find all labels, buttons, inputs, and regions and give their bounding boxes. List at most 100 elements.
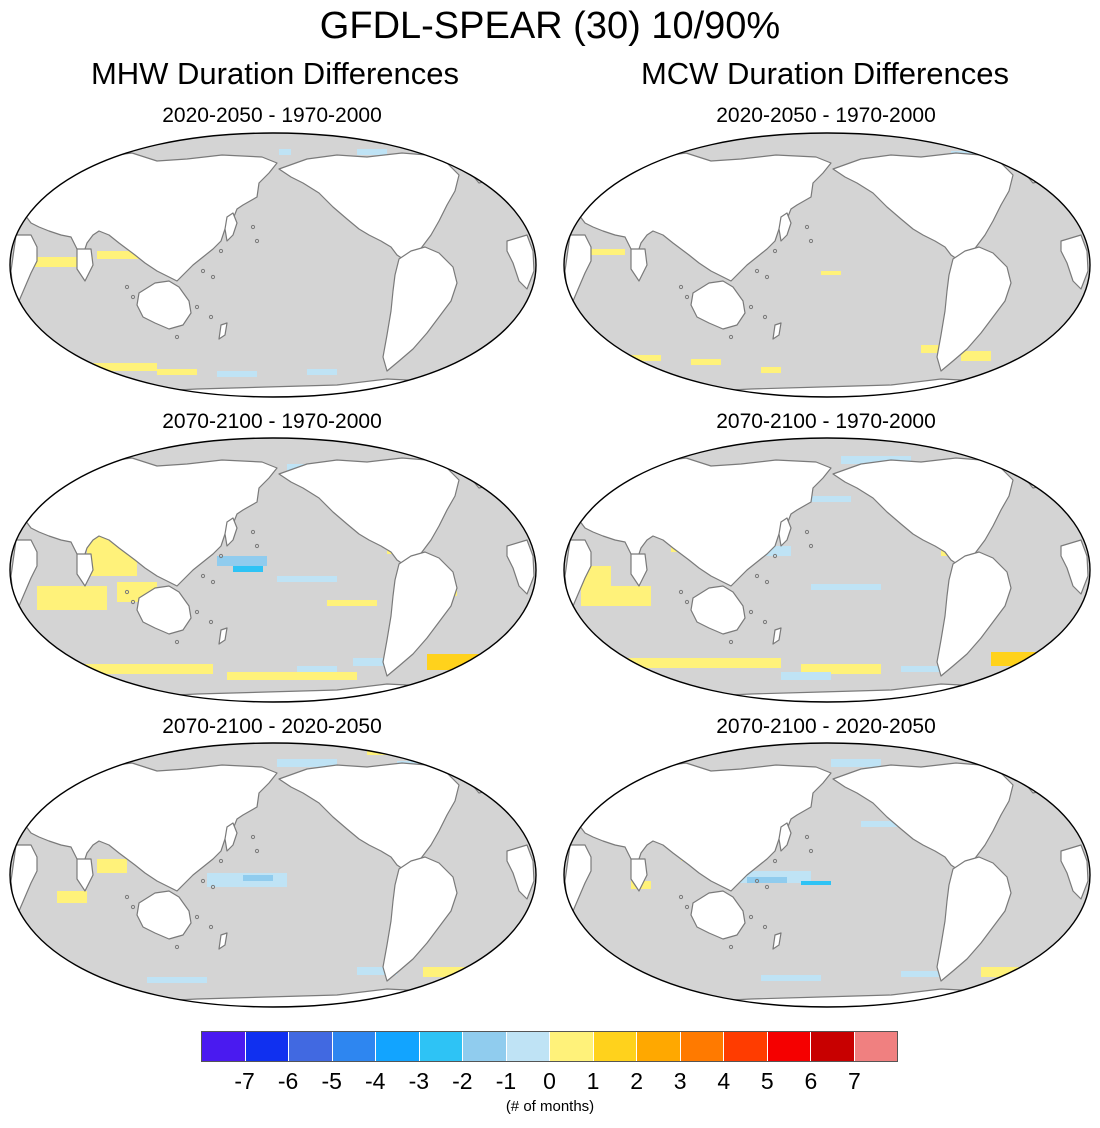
land-mass xyxy=(690,280,746,330)
map-panel-mcw-2070-2100-vs-2020 xyxy=(563,742,1091,1008)
anomaly-patch xyxy=(353,658,393,666)
island-outline xyxy=(254,543,260,549)
land-mass xyxy=(382,246,458,372)
island-outline xyxy=(772,553,778,559)
island-outline xyxy=(764,274,770,280)
anomaly-patch xyxy=(801,664,881,674)
colorbar-tick-label: -4 xyxy=(365,1068,386,1094)
panel-subtitle-mcw-3: 2070-2100 - 2020-2050 xyxy=(716,715,936,738)
anomaly-patch xyxy=(781,672,831,680)
anomaly-patch xyxy=(447,658,477,666)
colorbar-box-8 xyxy=(550,1032,594,1061)
anomaly-patch xyxy=(307,369,337,375)
island-outline xyxy=(208,314,214,320)
column-title-mcw: MCW Duration Differences xyxy=(640,56,1010,91)
land-mass xyxy=(772,627,782,645)
land-mass xyxy=(630,248,648,282)
island-outline xyxy=(130,294,136,300)
island-outline xyxy=(124,284,130,290)
island-outline xyxy=(250,834,256,840)
island-outline xyxy=(728,944,734,950)
colorbar-tick-label: -3 xyxy=(408,1068,430,1094)
island-outline xyxy=(218,858,224,864)
island-outline xyxy=(728,639,734,645)
island-outline xyxy=(130,599,136,605)
land-mass xyxy=(936,856,1012,982)
colorbar-box-15 xyxy=(854,1032,897,1061)
land-mass xyxy=(506,234,535,290)
island-outline xyxy=(200,268,206,274)
island-outline xyxy=(124,589,130,595)
island-outline xyxy=(684,599,690,605)
colorbar-tick-label: 4 xyxy=(717,1068,731,1094)
anomaly-patch xyxy=(811,496,851,502)
anomaly-patch xyxy=(901,666,941,672)
colorbar-box-9 xyxy=(593,1032,637,1061)
land-mass xyxy=(778,822,792,852)
island-outline xyxy=(748,304,754,310)
land-mass xyxy=(1060,539,1089,595)
land-mass xyxy=(772,322,782,340)
colorbar-tick-label: -6 xyxy=(277,1068,299,1094)
island-outline xyxy=(764,579,770,585)
anomaly-patch xyxy=(37,586,107,610)
island-outline xyxy=(200,573,206,579)
island-outline xyxy=(250,224,256,230)
anomaly-patch xyxy=(97,859,127,873)
panel-subtitle-mcw-2: 2070-2100 - 1970-2000 xyxy=(716,410,936,433)
colorbar-tick-label: 5 xyxy=(760,1068,774,1094)
anomaly-patch xyxy=(233,566,263,572)
anomaly-patch xyxy=(961,351,991,361)
anomaly-patch xyxy=(1021,971,1051,977)
map-border xyxy=(9,437,537,703)
island-outline xyxy=(804,834,810,840)
colorbar-tick-label: 2 xyxy=(630,1068,644,1094)
island-outline xyxy=(174,334,180,340)
land-mass xyxy=(136,890,192,940)
anomaly-patch xyxy=(357,149,387,155)
island-outline xyxy=(124,894,130,900)
colorbar-tick-label: -1 xyxy=(495,1068,517,1094)
anomaly-patch xyxy=(327,600,377,606)
column-title-mhw: MHW Duration Differences xyxy=(90,56,460,91)
land-mass xyxy=(136,280,192,330)
anomaly-patch xyxy=(157,369,197,375)
anomaly-patch xyxy=(691,359,721,365)
anomaly-patch xyxy=(279,149,291,155)
island-outline xyxy=(754,268,760,274)
colorbar-tick-label: -5 xyxy=(321,1068,342,1094)
island-outline xyxy=(174,639,180,645)
colorbar-box-14 xyxy=(811,1032,855,1061)
island-outline xyxy=(678,589,684,595)
island-outline xyxy=(218,248,224,254)
colorbar-box-6 xyxy=(463,1032,507,1061)
anomaly-patch xyxy=(901,971,941,977)
land-mass xyxy=(778,212,792,242)
colorbar-tick-label: 6 xyxy=(804,1068,818,1094)
colorbar-box-10 xyxy=(637,1032,681,1061)
anomaly-patch xyxy=(87,747,117,753)
island-outline xyxy=(130,904,136,910)
land-mass xyxy=(936,551,1012,677)
colorbar-tick-label: -7 xyxy=(234,1068,255,1094)
anomaly-patch xyxy=(747,877,787,883)
land-mass xyxy=(382,856,458,982)
island-outline xyxy=(684,294,690,300)
colorbar-box-3 xyxy=(332,1032,376,1061)
island-outline xyxy=(684,904,690,910)
island-outline xyxy=(254,848,260,854)
anomaly-patch xyxy=(57,891,87,903)
land-mass xyxy=(76,248,94,282)
island-outline xyxy=(754,573,760,579)
colorbar-box-13 xyxy=(767,1032,811,1061)
figure-title: GFDL-SPEAR (30) 10/90% xyxy=(319,5,781,47)
land-mass xyxy=(690,585,746,635)
land-mass xyxy=(690,890,746,940)
anomaly-patch xyxy=(641,442,701,452)
anomaly-patch xyxy=(147,977,207,983)
colorbar-tick-label: 0 xyxy=(543,1068,556,1094)
island-outline xyxy=(210,884,216,890)
island-outline xyxy=(194,609,200,615)
anomaly-patch xyxy=(621,658,781,668)
island-outline xyxy=(764,884,770,890)
